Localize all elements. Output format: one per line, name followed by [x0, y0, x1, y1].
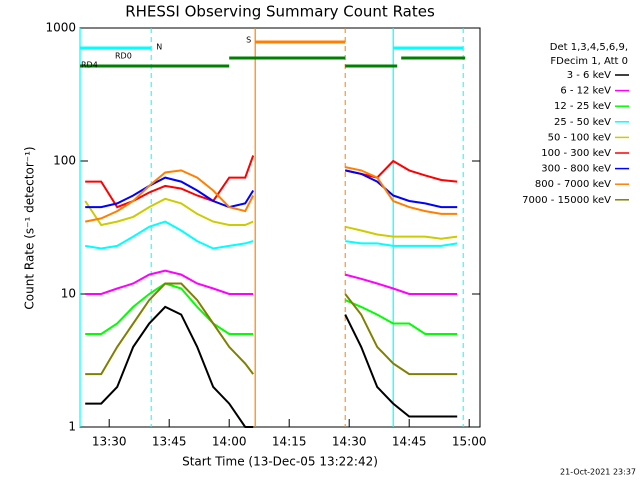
- series-line: [85, 305, 458, 428]
- legend-label: 12 - 25 keV: [554, 101, 611, 112]
- x-tick-label: 14:15: [272, 435, 307, 449]
- plot-frame: [79, 27, 481, 428]
- legend-label: 6 - 12 keV: [560, 86, 611, 97]
- series-line: [84, 197, 458, 240]
- y-tick-label: 1: [68, 420, 76, 434]
- legend-header: Det 1,3,4,5,6,9,: [550, 42, 628, 53]
- series-line: [85, 282, 458, 376]
- x-tick-label: 13:45: [152, 435, 187, 449]
- series-line: [85, 269, 458, 295]
- x-tick-label: 15:00: [452, 435, 487, 449]
- legend-header: FDecim 1, Att 0: [550, 56, 628, 67]
- x-tick-label: 14:45: [392, 435, 427, 449]
- series-line: [85, 220, 458, 250]
- y-tick-label: 100: [53, 154, 76, 168]
- legend-label: 800 - 7000 keV: [535, 179, 611, 190]
- chart-title: RHESSI Observing Summary Count Rates: [125, 3, 435, 21]
- state-label: N: [156, 43, 162, 52]
- series-line: [85, 169, 458, 209]
- y-axis-label: Count Rate (s⁻¹ detector⁻¹): [23, 146, 37, 309]
- footer: 21-Oct-2021 23:37: [560, 468, 636, 477]
- series-line: [85, 282, 458, 335]
- x-tick-label: 14:00: [212, 435, 247, 449]
- legend-label: 50 - 100 keV: [548, 132, 612, 143]
- x-tick-label: 14:30: [332, 435, 367, 449]
- state-label: RD4: [81, 61, 98, 70]
- x-tick-label: 13:30: [92, 435, 127, 449]
- series-line: [85, 166, 458, 223]
- x-axis-label: Start Time (13-Dec-05 13:22:42): [182, 455, 378, 469]
- legend-label: 100 - 300 keV: [541, 148, 611, 159]
- legend-label: 7000 - 15000 keV: [522, 195, 611, 206]
- legend-label: 300 - 800 keV: [541, 164, 611, 175]
- y-tick-label: 1000: [45, 21, 76, 35]
- legend-label: 25 - 50 keV: [554, 117, 611, 128]
- y-tick-label: 10: [61, 287, 76, 301]
- state-label: RD0: [115, 52, 132, 61]
- state-label: S: [246, 36, 251, 45]
- legend-label: 3 - 6 keV: [567, 70, 611, 81]
